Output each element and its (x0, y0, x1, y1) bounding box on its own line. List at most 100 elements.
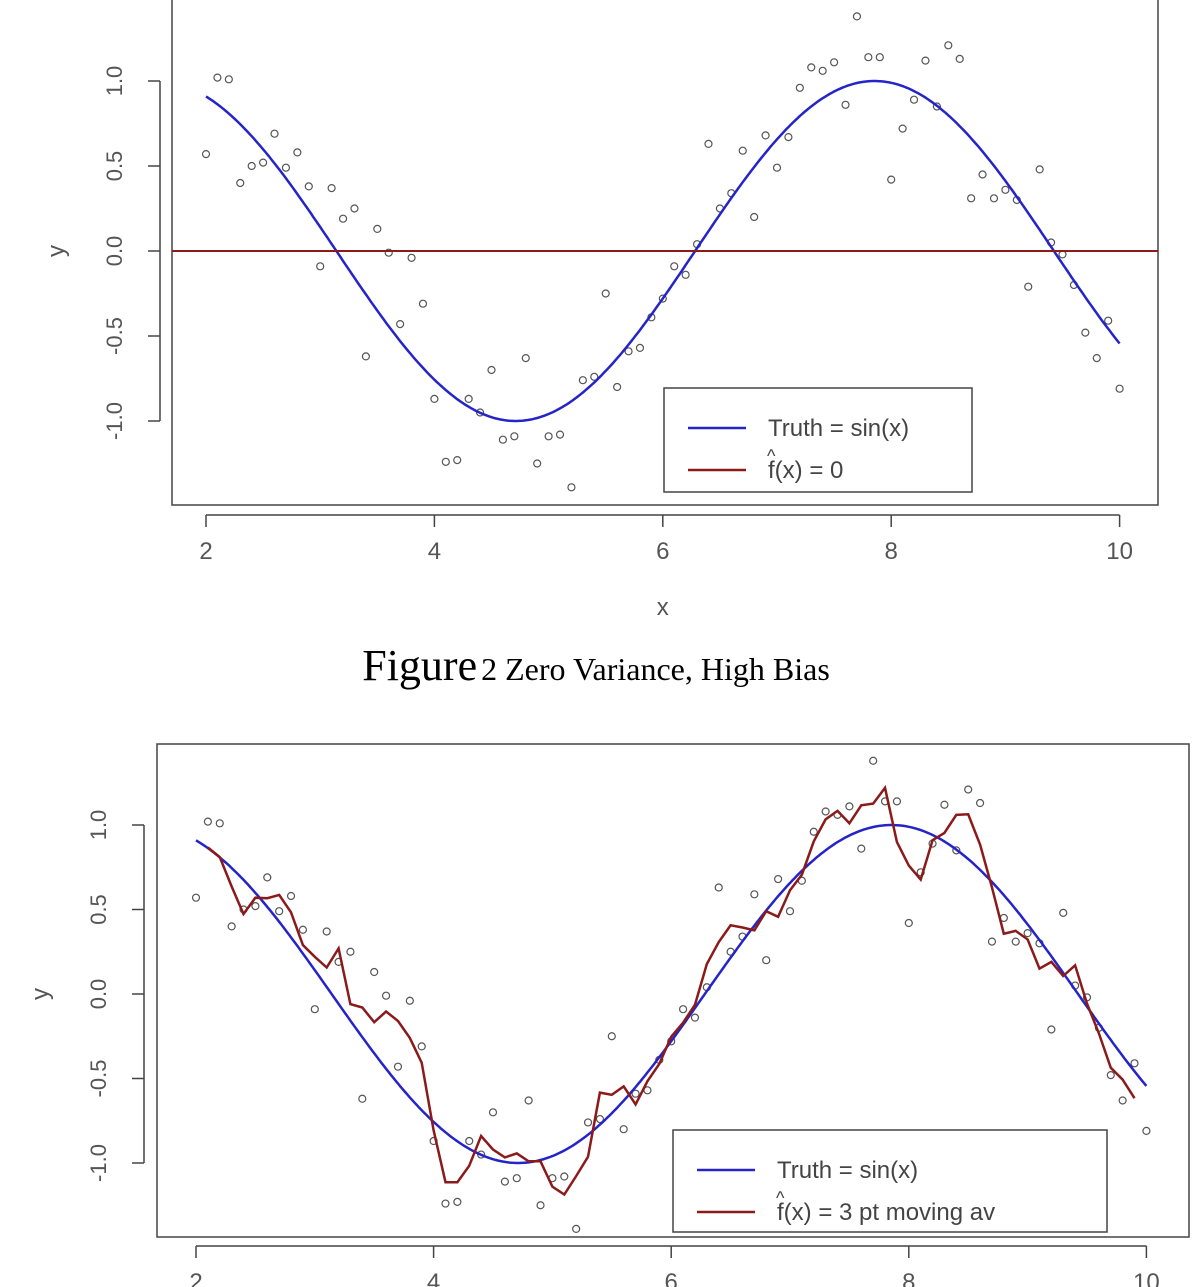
data-point (270, 129, 279, 138)
data-point (560, 1172, 569, 1181)
data-point (619, 1125, 628, 1134)
data-point (989, 194, 999, 203)
data-point (714, 883, 723, 892)
data-point (358, 1094, 367, 1103)
x-tick-label: 4 (427, 1269, 440, 1287)
data-point (293, 148, 302, 157)
x-tick-label: 8 (902, 1269, 915, 1287)
data-point (762, 956, 771, 965)
data-point (818, 66, 827, 75)
data-point (1035, 165, 1044, 174)
y-axis-label: y (43, 245, 70, 257)
data-point (631, 1089, 640, 1098)
data-point (441, 1199, 450, 1208)
data-point (373, 224, 382, 233)
y-tick-label: 0.0 (86, 979, 111, 1010)
data-point (1092, 354, 1101, 363)
data-point (875, 53, 884, 62)
data-point (601, 289, 610, 298)
data-point (784, 133, 793, 142)
data-point (761, 131, 770, 140)
data-point (904, 918, 913, 928)
y-tick-label: -1.0 (102, 402, 127, 440)
data-point (393, 1062, 403, 1071)
data-point (852, 12, 862, 21)
data-point (572, 1224, 581, 1234)
data-point (350, 204, 359, 213)
data-point (215, 819, 224, 828)
legend-hat: ^ (767, 446, 776, 466)
data-point (1118, 1096, 1127, 1105)
data-point (1104, 316, 1113, 325)
data-point (488, 1108, 498, 1117)
data-point (259, 158, 268, 167)
data-point (381, 991, 391, 1000)
data-point (829, 58, 839, 67)
data-point (595, 1114, 605, 1124)
data-point (298, 925, 308, 934)
data-point (898, 124, 907, 133)
data-point (361, 352, 370, 361)
figure-caption: Figure 2 Zero Variance, High Bias (0, 640, 1192, 690)
data-point (681, 270, 690, 279)
data-point (275, 907, 284, 916)
data-point (201, 150, 211, 159)
data-point (583, 1118, 593, 1127)
data-point (1059, 908, 1068, 917)
data-point (203, 817, 212, 826)
data-point (346, 947, 355, 956)
data-point (524, 1096, 533, 1105)
x-axis-label: x (657, 594, 669, 621)
data-point (944, 41, 953, 50)
legend-hat: ^ (776, 1188, 785, 1208)
legend-box (663, 387, 973, 493)
data-point (845, 802, 854, 811)
data-point (932, 102, 941, 111)
data-point (785, 907, 795, 916)
legend-label: f(x) = 3 pt moving av (777, 1199, 995, 1226)
data-point (213, 73, 222, 82)
data-point (304, 182, 313, 191)
data-point (453, 1197, 462, 1206)
data-point (1106, 1071, 1115, 1080)
truth-sin-line (205, 79, 1121, 423)
data-point (774, 874, 783, 884)
y-tick-label: 0.5 (102, 151, 127, 182)
data-point (441, 457, 450, 466)
data-point (909, 95, 919, 104)
data-point (286, 891, 296, 901)
data-point (263, 873, 272, 882)
data-point (887, 175, 896, 184)
data-point (487, 365, 496, 375)
data-point (967, 194, 976, 203)
x-tick-label: 8 (885, 538, 898, 565)
data-point (590, 372, 599, 381)
data-point (690, 1013, 700, 1022)
data-point (678, 1005, 688, 1014)
data-point (1142, 1126, 1151, 1135)
data-point (955, 54, 964, 64)
data-point (370, 967, 379, 977)
data-point (772, 163, 782, 172)
x-tick-label: 10 (1133, 1269, 1160, 1287)
data-point (1115, 384, 1124, 393)
data-point (578, 376, 587, 385)
x-tick-label: 2 (199, 538, 212, 565)
chart-zero-variance: 2 4 6 8 10 x -1.0 -0.5 0.0 0.5 1.0 y Truth = sin(x) f… (43, 0, 1159, 621)
data-point (1081, 328, 1090, 337)
data-point (952, 846, 961, 855)
data-point (396, 320, 405, 329)
data-point (191, 893, 201, 902)
data-point (510, 432, 519, 441)
data-point (247, 161, 256, 171)
legend-label: Truth = sin(x) (777, 1157, 918, 1184)
data-point (430, 394, 439, 403)
data-point (975, 798, 985, 808)
data-point (841, 100, 850, 109)
y-tick-label: 1.0 (86, 810, 111, 841)
caption-text: 2 Zero Variance, High Bias (481, 651, 830, 687)
data-point (281, 163, 291, 172)
data-point (613, 382, 622, 392)
data-point (795, 83, 804, 92)
data-point (555, 430, 565, 439)
